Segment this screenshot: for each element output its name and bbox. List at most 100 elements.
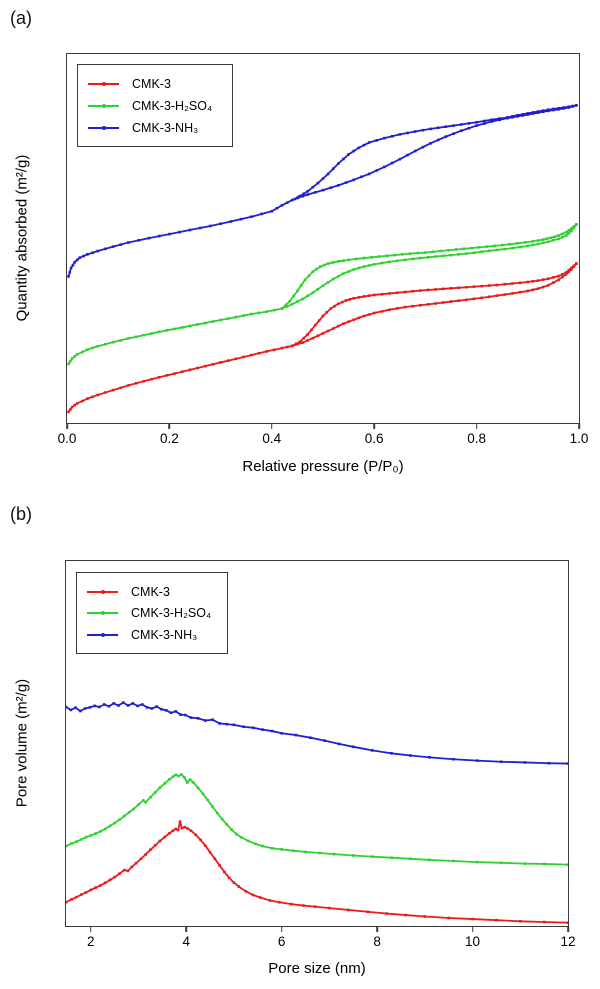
data-point-marker xyxy=(375,169,379,172)
data-point-marker xyxy=(388,308,391,311)
data-point-marker xyxy=(423,915,427,918)
data-point-marker xyxy=(357,266,361,270)
data-point-marker xyxy=(118,872,121,876)
data-point-marker xyxy=(553,235,556,238)
legend-b: CMK-3 CMK-3-H₂SO₄ CMK-3-NH₃ xyxy=(76,572,228,654)
data-point-marker xyxy=(136,704,139,708)
data-point-marker xyxy=(480,250,484,254)
legend-entry-cmk3-nh3: CMK-3-NH₃ xyxy=(88,118,218,137)
data-point-marker xyxy=(333,304,336,308)
legend-label: CMK-3-NH₃ xyxy=(131,627,198,642)
data-point-marker xyxy=(66,844,68,848)
data-point-marker xyxy=(337,324,340,328)
data-point-marker xyxy=(567,268,571,272)
data-point-marker xyxy=(344,181,348,184)
data-point-marker xyxy=(313,905,317,908)
x-tick-label: 8 xyxy=(373,934,381,949)
data-point-marker xyxy=(232,881,236,884)
legend-line-swatch xyxy=(88,125,119,130)
data-point-marker xyxy=(86,348,89,351)
data-point-marker xyxy=(390,161,394,165)
data-point-marker xyxy=(523,862,527,865)
data-point-marker xyxy=(163,835,167,839)
data-point-marker xyxy=(66,900,68,904)
data-point-marker xyxy=(362,256,366,260)
data-point-marker xyxy=(165,374,169,377)
data-point-marker xyxy=(372,263,376,266)
data-point-marker xyxy=(471,917,474,921)
legend-label: CMK-3 xyxy=(131,584,170,599)
x-tick-label: 0.8 xyxy=(467,431,486,446)
data-point-marker xyxy=(408,252,412,255)
data-point-marker xyxy=(246,839,250,843)
data-point-marker xyxy=(188,368,192,372)
data-point-marker xyxy=(406,131,409,135)
data-point-marker xyxy=(566,921,568,924)
data-point-marker xyxy=(130,865,134,869)
data-point-marker xyxy=(306,294,309,298)
x-tick-label: 1.0 xyxy=(569,431,589,446)
legend-marker-dot xyxy=(101,125,106,130)
data-point-marker xyxy=(211,363,215,366)
data-point-marker xyxy=(552,281,555,284)
data-point-marker xyxy=(470,246,473,250)
data-point-marker xyxy=(439,249,443,253)
data-point-marker xyxy=(70,898,74,901)
x-tick-label: 0.6 xyxy=(364,431,384,446)
data-point-marker xyxy=(294,733,298,737)
data-point-marker xyxy=(301,341,304,344)
data-point-marker xyxy=(567,105,571,109)
data-point-marker xyxy=(403,305,407,309)
data-point-marker xyxy=(174,827,178,831)
data-point-marker xyxy=(127,384,130,387)
data-point-marker xyxy=(290,198,294,202)
series-line xyxy=(281,223,577,310)
data-point-marker xyxy=(398,157,402,161)
data-point-marker xyxy=(142,799,145,802)
data-point-marker xyxy=(149,795,152,799)
x-tick-mark xyxy=(471,926,474,932)
series-line xyxy=(66,773,568,866)
data-point-marker xyxy=(348,298,352,301)
data-point-marker xyxy=(103,827,107,831)
data-point-marker xyxy=(557,106,560,110)
data-point-marker xyxy=(316,334,320,338)
data-point-marker xyxy=(557,237,560,241)
data-point-marker xyxy=(215,811,219,815)
data-point-marker xyxy=(89,888,93,892)
data-point-marker xyxy=(310,328,313,332)
data-point-marker xyxy=(418,303,422,307)
data-point-marker xyxy=(351,745,355,749)
data-point-marker xyxy=(137,239,140,242)
x-tick-label: 12 xyxy=(560,934,576,949)
data-point-marker xyxy=(428,756,431,759)
data-point-marker xyxy=(547,761,551,765)
data-point-marker xyxy=(362,143,366,147)
data-point-marker xyxy=(242,355,245,359)
data-point-marker xyxy=(495,294,499,297)
data-point-marker xyxy=(564,271,568,274)
data-point-marker xyxy=(342,157,345,161)
data-point-marker xyxy=(383,136,386,140)
data-point-marker xyxy=(495,283,499,287)
data-point-marker xyxy=(244,890,248,893)
data-point-marker xyxy=(273,348,276,352)
data-point-marker xyxy=(516,113,519,117)
data-point-marker xyxy=(168,777,171,781)
series-cmk3-desorption xyxy=(290,262,578,348)
data-point-marker xyxy=(306,333,309,336)
data-point-marker xyxy=(465,285,468,289)
data-point-marker xyxy=(367,313,371,316)
data-point-marker xyxy=(201,792,205,796)
data-point-marker xyxy=(362,314,366,318)
legend-entry-cmk3: CMK-3 xyxy=(88,74,218,93)
data-point-marker xyxy=(557,278,560,282)
data-point-marker xyxy=(462,247,466,251)
data-point-marker xyxy=(223,870,226,874)
data-point-marker xyxy=(93,704,96,708)
data-point-marker xyxy=(536,110,540,113)
data-point-marker xyxy=(230,828,233,831)
data-point-marker xyxy=(342,272,345,275)
data-point-marker xyxy=(404,913,408,917)
data-point-marker xyxy=(78,256,82,259)
